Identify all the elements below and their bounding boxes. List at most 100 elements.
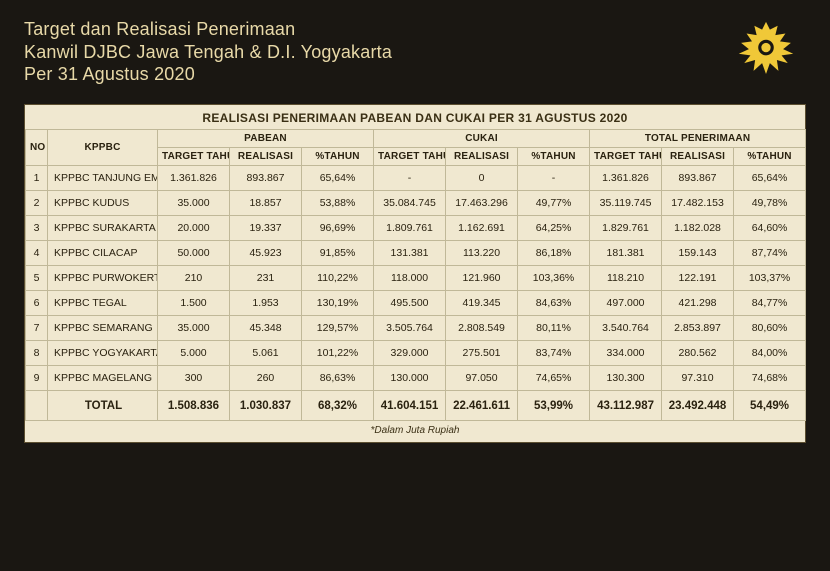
cell-no: 5 (26, 266, 48, 291)
cell-cukai-realisasi: 419.345 (446, 291, 518, 316)
cell-pabean-target: 210 (158, 266, 230, 291)
cell-total-realisasi: 2.853.897 (662, 316, 734, 341)
cell-pabean-target: 35.000 (158, 316, 230, 341)
cell-name: KPPBC TEGAL (48, 291, 158, 316)
table-row: 9KPPBC MAGELANG30026086,63%130.00097.050… (26, 366, 806, 391)
cell-total-realisasi: 893.867 (662, 166, 734, 191)
cell-no: 7 (26, 316, 48, 341)
cell-total-target: 35.119.745 (590, 191, 662, 216)
col-total-target: TARGET TAHUNAN (590, 148, 662, 166)
cell-cukai-pct: 74,65% (518, 366, 590, 391)
page-container: Target dan Realisasi Penerimaan Kanwil D… (0, 0, 830, 571)
cell-cukai-realisasi: 113.220 (446, 241, 518, 266)
table-row: 6KPPBC TEGAL1.5001.953130,19%495.500419.… (26, 291, 806, 316)
cell-total-realisasi: 159.143 (662, 241, 734, 266)
table-row: 3KPPBC SURAKARTA20.00019.33796,69%1.809.… (26, 216, 806, 241)
cell-total-target: 1.829.761 (590, 216, 662, 241)
cell-total-target: 118.210 (590, 266, 662, 291)
table-row: 2KPPBC KUDUS35.00018.85753,88%35.084.745… (26, 191, 806, 216)
cell-total-target: 43.112.987 (590, 391, 662, 421)
cell-total-pct: 49,78% (734, 191, 806, 216)
cell-pabean-pct: 130,19% (302, 291, 374, 316)
cell-pabean-realisasi: 231 (230, 266, 302, 291)
cell-cukai-target: 329.000 (374, 341, 446, 366)
cell-pabean-pct: 96,69% (302, 216, 374, 241)
table-head: NO KPPBC PABEAN CUKAI TOTAL PENERIMAAN T… (26, 130, 806, 166)
col-pabean-pct: %TAHUN (302, 148, 374, 166)
cell-pabean-pct: 110,22% (302, 266, 374, 291)
title-block: Target dan Realisasi Penerimaan Kanwil D… (24, 18, 392, 86)
cell-cukai-pct: 103,36% (518, 266, 590, 291)
cell-cukai-realisasi: 0 (446, 166, 518, 191)
cell-total-realisasi: 23.492.448 (662, 391, 734, 421)
cell-pabean-realisasi: 5.061 (230, 341, 302, 366)
cell-cukai-pct: 86,18% (518, 241, 590, 266)
cell-total-target: 334.000 (590, 341, 662, 366)
cell-cukai-target: 1.809.761 (374, 216, 446, 241)
cell-cukai-pct: 64,25% (518, 216, 590, 241)
cell-cukai-target: 3.505.764 (374, 316, 446, 341)
cell-name: KPPBC KUDUS (48, 191, 158, 216)
col-group-total: TOTAL PENERIMAAN (590, 130, 806, 148)
cell-pabean-pct: 53,88% (302, 191, 374, 216)
cell-pabean-target: 35.000 (158, 191, 230, 216)
cell-total-realisasi: 97.310 (662, 366, 734, 391)
cell-pabean-realisasi: 260 (230, 366, 302, 391)
cell-cukai-realisasi: 17.463.296 (446, 191, 518, 216)
cell-name: KPPBC SEMARANG (48, 316, 158, 341)
cell-cukai-target: - (374, 166, 446, 191)
cell-pabean-target: 1.500 (158, 291, 230, 316)
table-title: REALISASI PENERIMAAN PABEAN DAN CUKAI PE… (25, 105, 805, 129)
title-line-3: Per 31 Agustus 2020 (24, 63, 392, 86)
col-total-pct: %TAHUN (734, 148, 806, 166)
cell-pabean-realisasi: 45.923 (230, 241, 302, 266)
cell-total-target: 181.381 (590, 241, 662, 266)
cell-total-target: 3.540.764 (590, 316, 662, 341)
col-kppbc: KPPBC (48, 130, 158, 166)
table-total-row: TOTAL1.508.8361.030.83768,32%41.604.1512… (26, 391, 806, 421)
cell-pabean-pct: 68,32% (302, 391, 374, 421)
table-row: 4KPPBC CILACAP50.00045.92391,85%131.3811… (26, 241, 806, 266)
cell-pabean-pct: 65,64% (302, 166, 374, 191)
col-pabean-target: TARGET TAHUNAN (158, 148, 230, 166)
cell-cukai-pct: 83,74% (518, 341, 590, 366)
cell-cukai-target: 118.000 (374, 266, 446, 291)
cell-pabean-realisasi: 1.030.837 (230, 391, 302, 421)
cell-pabean-realisasi: 893.867 (230, 166, 302, 191)
cell-cukai-realisasi: 2.808.549 (446, 316, 518, 341)
cell-name: KPPBC YOGYAKARTA (48, 341, 158, 366)
col-total-realisasi: REALISASI (662, 148, 734, 166)
cell-total-realisasi: 17.482.153 (662, 191, 734, 216)
cell-cukai-target: 130.000 (374, 366, 446, 391)
cell-name: KPPBC TANJUNG EMAS (48, 166, 158, 191)
table-card: REALISASI PENERIMAAN PABEAN DAN CUKAI PE… (24, 104, 806, 443)
cell-total-pct: 64,60% (734, 216, 806, 241)
cell-cukai-pct: 53,99% (518, 391, 590, 421)
cell-no: 3 (26, 216, 48, 241)
cell-pabean-realisasi: 1.953 (230, 291, 302, 316)
cell-total-target: 497.000 (590, 291, 662, 316)
cell-name: KPPBC MAGELANG (48, 366, 158, 391)
table-row: 1KPPBC TANJUNG EMAS1.361.826893.86765,64… (26, 166, 806, 191)
col-cukai-target: TARGET TAHUNAN (374, 148, 446, 166)
header: Target dan Realisasi Penerimaan Kanwil D… (0, 0, 830, 96)
cell-pabean-target: 20.000 (158, 216, 230, 241)
cell-no: 6 (26, 291, 48, 316)
cell-total-pct: 65,64% (734, 166, 806, 191)
cell-pabean-pct: 101,22% (302, 341, 374, 366)
cell-cukai-pct: 49,77% (518, 191, 590, 216)
cell-total-realisasi: 280.562 (662, 341, 734, 366)
cell-pabean-pct: 91,85% (302, 241, 374, 266)
cell-total-pct: 54,49% (734, 391, 806, 421)
table-row: 5KPPBC PURWOKERTO210231110,22%118.000121… (26, 266, 806, 291)
cell-pabean-pct: 86,63% (302, 366, 374, 391)
cell-no: 2 (26, 191, 48, 216)
cell-total-label: TOTAL (48, 391, 158, 421)
cell-cukai-target: 35.084.745 (374, 191, 446, 216)
cell-cukai-pct: 84,63% (518, 291, 590, 316)
col-pabean-realisasi: REALISASI (230, 148, 302, 166)
cell-pabean-target: 300 (158, 366, 230, 391)
cell-total-pct: 87,74% (734, 241, 806, 266)
col-cukai-pct: %TAHUN (518, 148, 590, 166)
table-body: 1KPPBC TANJUNG EMAS1.361.826893.86765,64… (26, 166, 806, 421)
